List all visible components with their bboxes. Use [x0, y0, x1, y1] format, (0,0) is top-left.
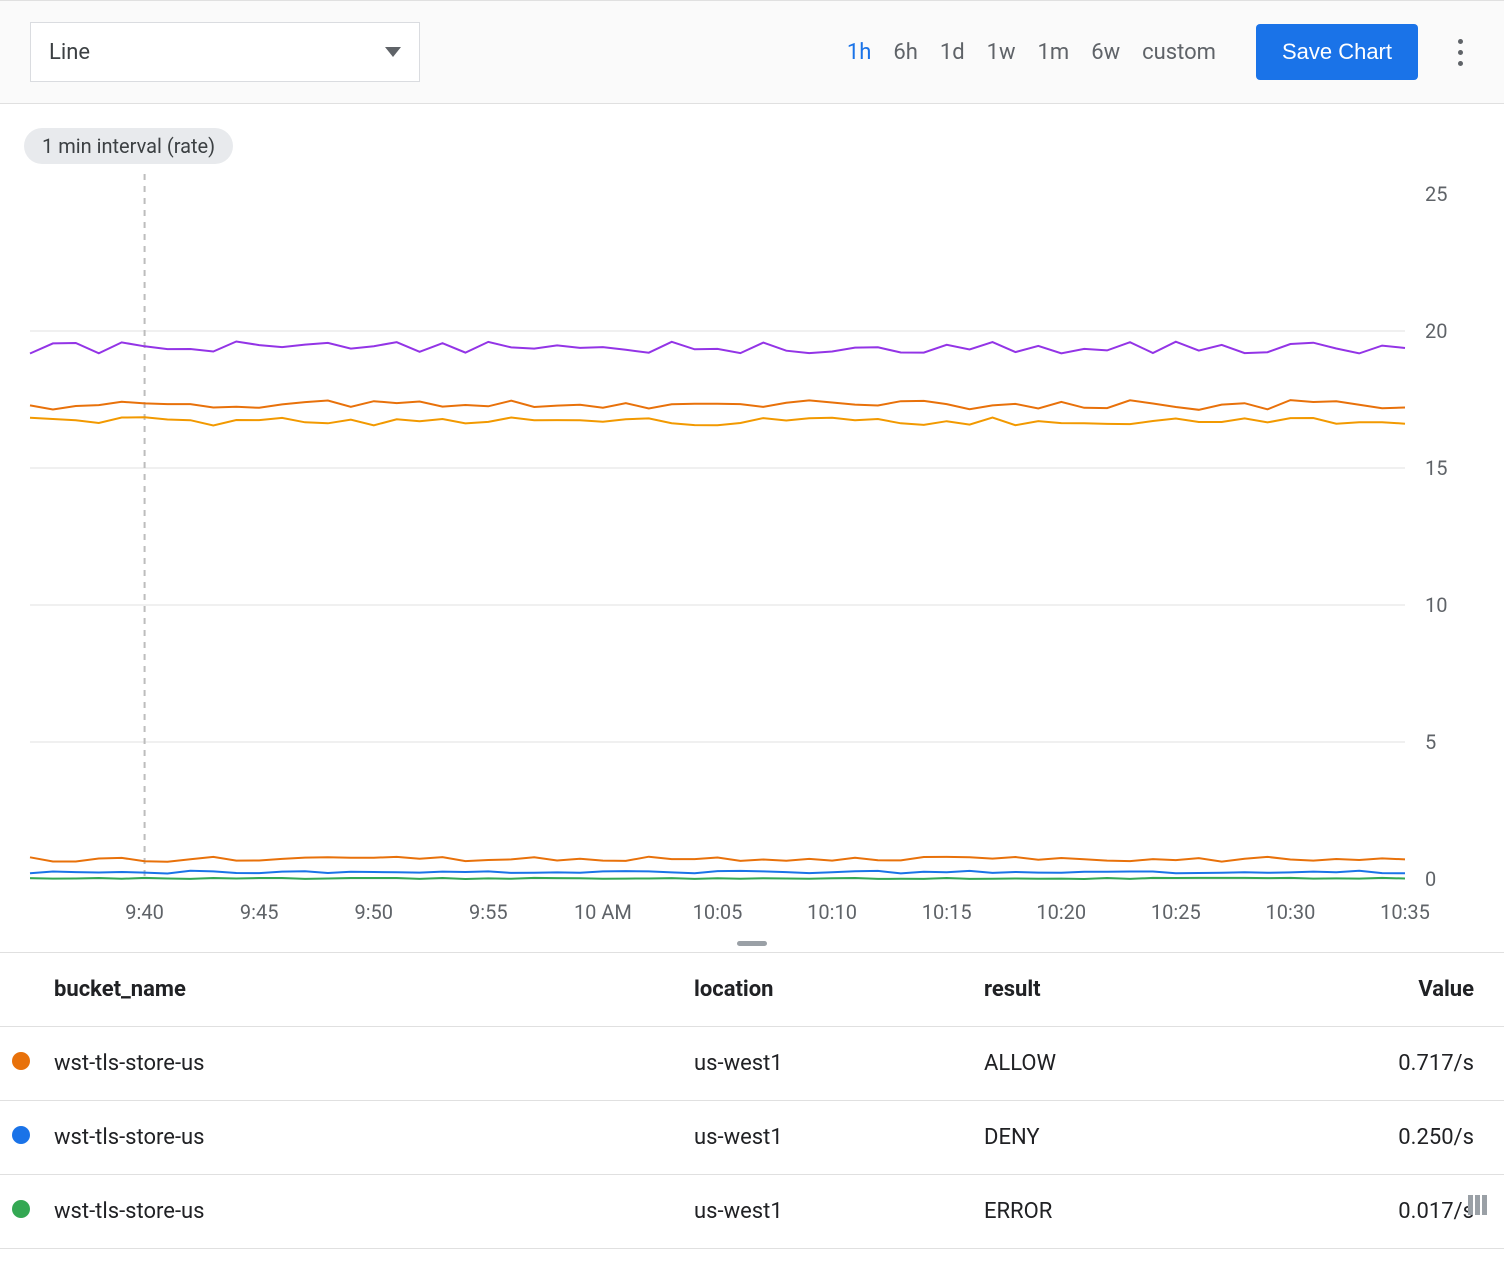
series-purple[interactable]	[30, 342, 1405, 354]
dropdown-triangle-icon	[385, 47, 401, 57]
series-orange-top[interactable]	[30, 400, 1405, 410]
svg-text:10:35: 10:35	[1380, 900, 1430, 924]
columns-icon[interactable]	[1467, 1195, 1488, 1219]
svg-text:25: 25	[1425, 182, 1447, 206]
cell-result: ERROR	[972, 1175, 1211, 1249]
col-result[interactable]: result	[972, 953, 1211, 1027]
svg-text:10: 10	[1425, 593, 1447, 617]
svg-text:10:15: 10:15	[922, 900, 972, 924]
chart-area: 1 min interval (rate) 0 5 10 15 20 25 9:40 9:45…	[0, 104, 1504, 934]
time-range-1w[interactable]: 1w	[987, 40, 1016, 65]
svg-text:10:05: 10:05	[693, 900, 743, 924]
col-bucket_name[interactable]: bucket_name	[42, 953, 682, 1027]
svg-text:10 AM: 10 AM	[574, 900, 632, 924]
table-row[interactable]: wst-tls-store-usus-west1ALLOW0.717/s	[0, 1027, 1504, 1101]
svg-text:9:55: 9:55	[469, 900, 508, 924]
cell-location: us-west1	[682, 1027, 972, 1101]
legend-table: bucket_namelocationresultValuewst-tls-st…	[0, 952, 1504, 1249]
svg-text:9:45: 9:45	[240, 900, 279, 924]
cell-result: DENY	[972, 1101, 1211, 1175]
series-dot-icon	[12, 1126, 30, 1144]
col-value[interactable]: Value	[1211, 953, 1504, 1027]
svg-text:10:30: 10:30	[1266, 900, 1316, 924]
table-drag-handle[interactable]	[0, 934, 1504, 952]
cell-location: us-west1	[682, 1175, 972, 1249]
series-dot-icon	[12, 1052, 30, 1070]
time-range-1d[interactable]: 1d	[940, 40, 965, 65]
time-range-6w[interactable]: 6w	[1091, 40, 1120, 65]
svg-text:10:10: 10:10	[807, 900, 857, 924]
series-deny[interactable]	[30, 871, 1405, 874]
svg-text:10:20: 10:20	[1036, 900, 1086, 924]
more-options-button[interactable]	[1436, 28, 1484, 76]
kebab-icon	[1458, 36, 1463, 69]
chart-type-select[interactable]: Line	[30, 22, 420, 82]
svg-text:9:50: 9:50	[354, 900, 393, 924]
cell-result: ALLOW	[972, 1027, 1211, 1101]
series-allow[interactable]	[30, 857, 1405, 862]
col-location[interactable]: location	[682, 953, 972, 1027]
svg-text:9:40: 9:40	[125, 900, 164, 924]
svg-text:15: 15	[1425, 456, 1447, 480]
series-error[interactable]	[30, 878, 1405, 879]
svg-text:0: 0	[1425, 867, 1436, 891]
cell-bucket_name: wst-tls-store-us	[42, 1027, 682, 1101]
svg-text:10:25: 10:25	[1151, 900, 1201, 924]
table-row[interactable]: wst-tls-store-usus-west1DENY0.250/s	[0, 1101, 1504, 1175]
chart-type-value: Line	[49, 40, 385, 65]
interval-chip[interactable]: 1 min interval (rate)	[24, 128, 233, 164]
svg-text:20: 20	[1425, 319, 1447, 343]
cell-location: us-west1	[682, 1101, 972, 1175]
cell-value: 0.717/s	[1211, 1027, 1504, 1101]
chart-plot[interactable]: 0 5 10 15 20 25 9:40 9:45 9:50 9:55 10 AM 10:05 10:1…	[20, 174, 1504, 934]
time-range-6h[interactable]: 6h	[893, 40, 917, 65]
time-range-1m[interactable]: 1m	[1038, 40, 1070, 65]
cell-value: 0.250/s	[1211, 1101, 1504, 1175]
svg-text:5: 5	[1425, 730, 1436, 754]
series-orange-bottom[interactable]	[30, 417, 1405, 425]
save-chart-button[interactable]: Save Chart	[1256, 24, 1418, 80]
cell-bucket_name: wst-tls-store-us	[42, 1101, 682, 1175]
time-range-selector: 1h 6h 1d 1w 1m 6w custom	[847, 40, 1216, 65]
table-row[interactable]: wst-tls-store-usus-west1ERROR0.017/s	[0, 1175, 1504, 1249]
cell-value: 0.017/s	[1211, 1175, 1504, 1249]
cell-bucket_name: wst-tls-store-us	[42, 1175, 682, 1249]
series-dot-icon	[12, 1200, 30, 1218]
time-range-custom[interactable]: custom	[1142, 40, 1216, 65]
time-range-1h[interactable]: 1h	[847, 40, 871, 65]
chart-toolbar: Line 1h 6h 1d 1w 1m 6w custom Save Chart	[0, 0, 1504, 104]
